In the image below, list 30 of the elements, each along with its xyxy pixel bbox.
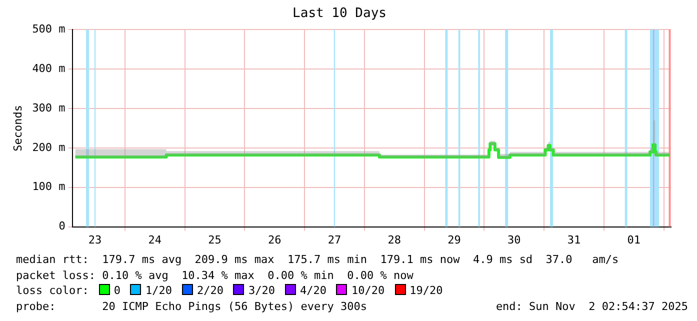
x-tick-label: 29 xyxy=(448,233,461,246)
x-tick-label: 28 xyxy=(388,233,401,246)
y-tick-label: 400 m xyxy=(32,62,66,75)
text: 1/20 xyxy=(145,284,172,298)
y-tick-label: 0 xyxy=(58,220,66,233)
text: 0 xyxy=(114,284,120,298)
x-tick-label: 24 xyxy=(148,233,162,246)
x-tick-label: 30 xyxy=(507,233,521,246)
text: 4/20 xyxy=(300,284,326,298)
text: loss color: xyxy=(16,284,89,298)
x-tick-label: 26 xyxy=(268,233,282,246)
chart-title: Last 10 Days xyxy=(292,6,386,22)
text: probe: 20 ICMP Echo Pings (56 Bytes) every 300s xyxy=(16,300,367,314)
x-tick-label: 31 xyxy=(567,233,581,246)
x-tick-label: 27 xyxy=(328,233,342,246)
text: median rtt: 179.7 ms avg 209.9 ms max 175.7 ms min 179.1 ms now 4.9 ms sd 37.0 am/s xyxy=(16,253,619,266)
text: end: Sun Nov 2 02:54:37 2025 xyxy=(496,299,688,315)
text: 2/20 xyxy=(196,284,224,298)
y-axis-title: Seconds xyxy=(11,105,24,152)
text: packet loss: 0.10 % avg 10.34 % max 0.00 % min 0.00 % now xyxy=(16,268,414,282)
x-tick-label: 25 xyxy=(208,233,222,246)
y-tick-label: 100 m xyxy=(32,180,66,194)
text: 10/20 xyxy=(351,284,385,298)
x-tick-label: 23 xyxy=(88,233,102,246)
y-tick-label: 500 m xyxy=(32,22,66,36)
x-tick-label: 01 xyxy=(627,233,640,246)
text: 19/20 xyxy=(410,284,443,298)
text: 3/20 xyxy=(248,284,275,298)
y-tick-label: 300 m xyxy=(32,101,66,114)
y-tick-label: 200 m xyxy=(32,140,66,154)
